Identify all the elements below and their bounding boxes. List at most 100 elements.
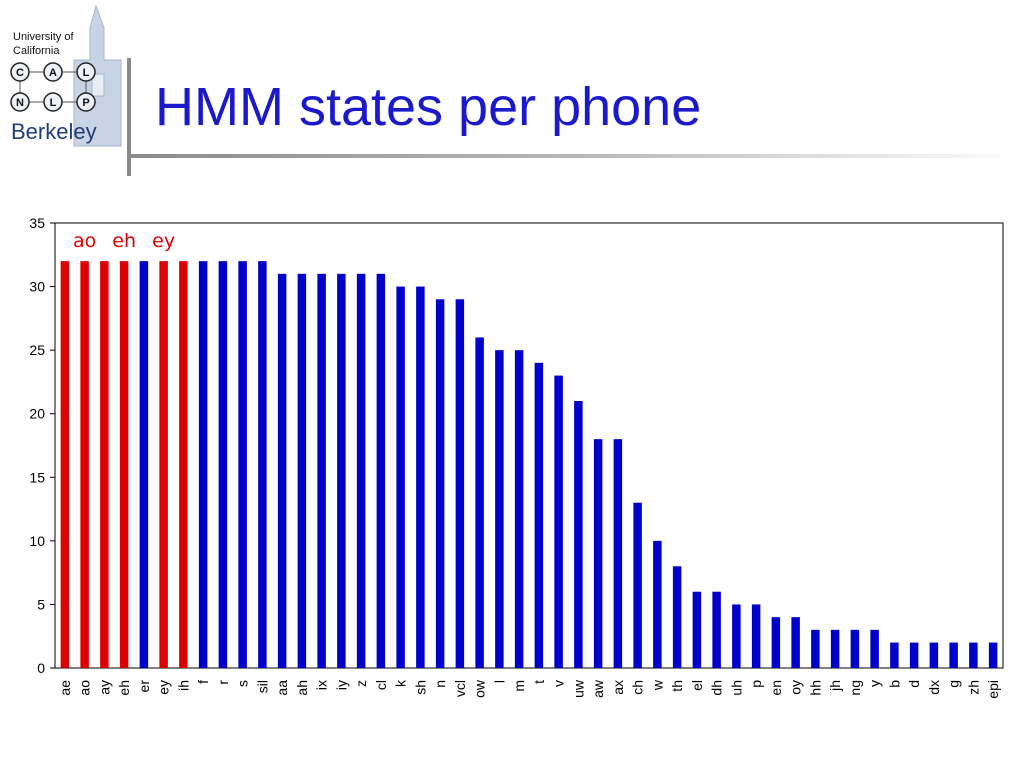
x-category-label: aw [590, 679, 606, 698]
x-category-label: ih [175, 680, 191, 691]
svg-text:L: L [50, 97, 57, 109]
logo-node-l2: L [43, 92, 63, 112]
x-category-label: l [491, 680, 507, 683]
x-category-label: y [867, 680, 883, 687]
y-tick-label: 15 [29, 469, 45, 485]
bar-y [870, 629, 879, 668]
bar-ax [613, 439, 623, 668]
y-tick-label: 10 [29, 533, 45, 549]
bar-uw [574, 401, 583, 668]
x-category-label: vcl [452, 680, 468, 697]
campanile-window [91, 73, 105, 97]
x-category-label: iy [333, 680, 349, 690]
bar-s [238, 261, 247, 668]
x-category-label: eh [116, 680, 132, 696]
bar-eh [119, 261, 129, 668]
bar-jh [830, 629, 840, 668]
logo-node-n: N [10, 92, 30, 112]
slide-title: HMM states per phone [155, 77, 702, 137]
logo-node-c: C [10, 62, 30, 82]
y-tick-label: 30 [29, 279, 45, 295]
x-category-label: p [748, 680, 764, 688]
bar-en [771, 617, 781, 668]
bar-er [139, 261, 149, 668]
uc-berkeley-logo: University of California C A L N L P Ber… [10, 4, 122, 147]
x-category-label: jh [827, 680, 843, 692]
y-tick-label: 0 [37, 660, 45, 676]
bar-ih [179, 261, 188, 668]
x-category-label: z [353, 680, 369, 687]
x-category-label: ch [630, 680, 646, 695]
bar-oy [791, 617, 800, 668]
x-category-label: oy [788, 680, 804, 695]
bar-m [514, 350, 524, 668]
logo-wordmark: Berkeley [11, 119, 97, 144]
x-category-label: hh [807, 680, 823, 696]
x-category-label: el [689, 680, 705, 691]
annotation-eh: eh [112, 230, 136, 252]
x-category-label: uw [570, 679, 586, 698]
x-category-label: r [215, 680, 231, 685]
y-tick-label: 35 [29, 215, 45, 231]
x-category-label: b [886, 680, 902, 688]
bar-th [672, 566, 682, 668]
svg-text:P: P [82, 97, 89, 109]
annotation-ey: ey [152, 230, 175, 252]
bar-k [396, 286, 405, 668]
x-category-label: ix [314, 680, 330, 690]
header-divider-vertical [127, 58, 131, 176]
bar-ah [297, 273, 307, 668]
x-category-label: m [511, 680, 527, 692]
bar-dx [929, 642, 939, 668]
bar-sh [416, 286, 425, 668]
x-category-label: ah [294, 680, 310, 696]
bar-ow [475, 337, 484, 668]
x-category-label: sil [254, 680, 270, 693]
plot-frame [54, 222, 1004, 669]
bar-el [692, 591, 702, 668]
bar-aw [593, 439, 603, 668]
logo-node-a: A [43, 62, 63, 82]
logo-line1: University of [13, 31, 74, 43]
x-category-label: g [946, 680, 962, 688]
svg-text:C: C [16, 67, 24, 79]
x-category-label: th [669, 680, 685, 692]
bar-ae [60, 261, 70, 668]
bar-p [751, 604, 761, 668]
x-category-label: k [393, 679, 409, 687]
bar-uh [732, 604, 741, 668]
x-category-label: f [195, 680, 211, 684]
svg-text:N: N [16, 97, 24, 109]
x-category-label: n [432, 680, 448, 688]
logo-node-p: P [76, 92, 96, 112]
x-category-label: d [906, 680, 922, 688]
bar-f [198, 261, 208, 668]
bar-z [356, 273, 366, 668]
bar-n [435, 299, 445, 668]
x-category-label: ay [96, 680, 112, 695]
bar-w [653, 540, 662, 668]
x-category-label: ax [610, 680, 626, 695]
x-category-label: zh [965, 680, 981, 695]
bar-cl [376, 273, 386, 668]
x-category-label: ng [847, 680, 863, 696]
bar-b [890, 642, 899, 668]
x-category-label: epi [985, 680, 1001, 699]
annotation-ao: ao [73, 230, 96, 252]
x-category-label: uh [728, 680, 744, 696]
bar-g [949, 642, 958, 668]
bar-v [554, 375, 563, 668]
logo-node-l1: L [76, 62, 96, 82]
bar-vcl [455, 299, 465, 668]
svg-text:L: L [83, 67, 90, 79]
x-category-label: ae [57, 680, 73, 696]
x-category-label: ow [472, 679, 488, 698]
logo-line2: California [13, 45, 60, 57]
bar-iy [337, 273, 346, 668]
x-category-label: w [649, 679, 665, 691]
x-category-label: ao [77, 680, 93, 696]
bar-sil [258, 261, 267, 668]
bar-r [218, 261, 228, 668]
bar-zh [969, 642, 978, 668]
